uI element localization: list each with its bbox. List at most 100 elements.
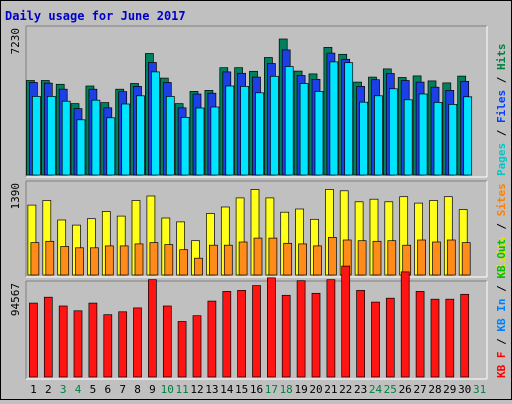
legend-separator: / <box>495 332 508 352</box>
mid-bar-sites <box>357 240 367 276</box>
bot-bar-kb-f <box>371 301 380 378</box>
x-tick-label: 7 <box>119 383 126 396</box>
bot-bar-kb-f <box>237 290 246 378</box>
top-bar-pages <box>210 106 220 176</box>
mid-bar-sites <box>238 241 248 276</box>
legend-separator: / <box>495 279 508 299</box>
mid-bar-sites <box>372 240 382 276</box>
x-tick-label: 3 <box>60 383 67 396</box>
bot-bar-kb-f <box>73 310 83 378</box>
mid-bar-sites <box>283 242 293 276</box>
x-tick-label: 15 <box>235 383 248 396</box>
bot-bar-kb-f <box>133 307 142 378</box>
chart-title: Daily usage for June 2017 <box>5 9 186 23</box>
top-bar-pages <box>403 99 413 176</box>
top-bar-pages <box>418 93 428 176</box>
bot-bar-kb-f <box>192 315 202 378</box>
top-bar-pages <box>374 95 383 176</box>
top-bar-pages <box>433 102 443 176</box>
mid-bar-sites <box>268 237 278 276</box>
bot-bar-kb-f <box>460 293 470 378</box>
mid-bar-sites <box>179 249 188 276</box>
mid-bar-sites <box>75 247 84 276</box>
mid-bar-sites <box>119 245 129 276</box>
mid-bar-sites <box>134 243 144 276</box>
x-tick-label: 26 <box>399 383 412 396</box>
mid-max-label: 1390 <box>9 183 22 210</box>
bot-bar-kb-f <box>356 290 365 378</box>
top-bar-pages <box>240 86 249 176</box>
x-tick-label: 14 <box>220 383 234 396</box>
x-tick-label: 22 <box>339 383 352 396</box>
mid-bar-sites <box>90 247 99 276</box>
legend-item: KB Out <box>495 239 508 279</box>
bot-bar-kb-f <box>430 298 440 378</box>
top-bar-pages <box>270 75 279 176</box>
bot-bar-kb-f <box>281 294 291 378</box>
x-tick-label: 4 <box>75 383 82 396</box>
x-tick-label: 28 <box>428 383 441 396</box>
mid-bar-sites <box>164 244 174 276</box>
top-bar-pages <box>255 92 264 176</box>
x-tick-label: 18 <box>280 383 293 396</box>
x-tick-label: 19 <box>294 383 307 396</box>
legend-item: KB In <box>495 299 508 332</box>
bot-bar-kb-f <box>29 302 38 378</box>
mid-bar-sites <box>328 237 337 276</box>
top-bar-pages <box>314 91 324 176</box>
mid-bar-sites <box>60 246 70 276</box>
top-panel: 7230 Pages / Files / Hits <box>9 25 508 178</box>
mid-bar-sites <box>194 257 203 276</box>
bot-max-label: 94567 <box>9 283 22 316</box>
top-bar-pages <box>180 117 190 176</box>
top-bar-pages <box>121 103 131 176</box>
legend-separator: / <box>495 216 508 236</box>
legend-separator: / <box>495 70 508 90</box>
top-bar-pages <box>195 107 205 176</box>
x-tick-label: 6 <box>104 383 111 396</box>
bot-bar-kb-f <box>326 279 336 378</box>
x-tick-label: 8 <box>134 383 141 396</box>
x-tick-label: 30 <box>458 383 471 396</box>
mid-bar-sites <box>417 239 426 276</box>
legend-item: Visits <box>495 236 508 276</box>
bot-bar-kb-f <box>400 271 410 378</box>
x-tick-label: 13 <box>205 383 218 396</box>
mid-bar-sites <box>298 243 307 276</box>
bot-bar-kb-f <box>445 298 455 378</box>
x-tick-label: 5 <box>90 383 97 396</box>
x-tick-label: 21 <box>324 383 337 396</box>
bot-bar-kb-f <box>162 305 172 378</box>
bot-bar-kb-f <box>267 277 276 378</box>
bot-bar-kb-f <box>88 302 98 378</box>
bot-legend: KB F / KB In / KB Out <box>495 239 508 378</box>
bot-bar-kb-f <box>385 297 395 378</box>
x-tick-label: 9 <box>149 383 156 396</box>
x-tick-label: 2 <box>45 383 52 396</box>
x-tick-label: 29 <box>443 383 456 396</box>
top-bar-pages <box>151 71 160 176</box>
top-bar-pages <box>299 83 309 176</box>
top-bar-pages <box>91 99 101 176</box>
bot-bar-kb-f <box>415 291 425 378</box>
top-bar-pages <box>284 66 294 176</box>
top-bar-pages <box>165 96 175 176</box>
top-bar-pages <box>225 85 235 176</box>
legend-item: Sites <box>495 183 508 216</box>
mid-panel: 1390 Visits / Sites <box>9 180 508 278</box>
x-tick-label: 23 <box>354 383 367 396</box>
top-bar-pages <box>463 96 473 176</box>
mid-bar-sites <box>313 245 322 276</box>
mid-bar-sites <box>45 240 55 276</box>
mid-bar-sites <box>209 244 218 276</box>
mid-bar-sites <box>253 237 263 276</box>
x-tick-label: 27 <box>413 383 426 396</box>
top-bar-pages <box>344 62 354 176</box>
bot-bar-kb-f <box>148 279 157 378</box>
mid-bar-sites <box>387 240 397 276</box>
x-tick-label: 12 <box>190 383 203 396</box>
bot-bar-kb-f <box>252 285 261 378</box>
bot-bar-kb-f <box>58 305 68 378</box>
